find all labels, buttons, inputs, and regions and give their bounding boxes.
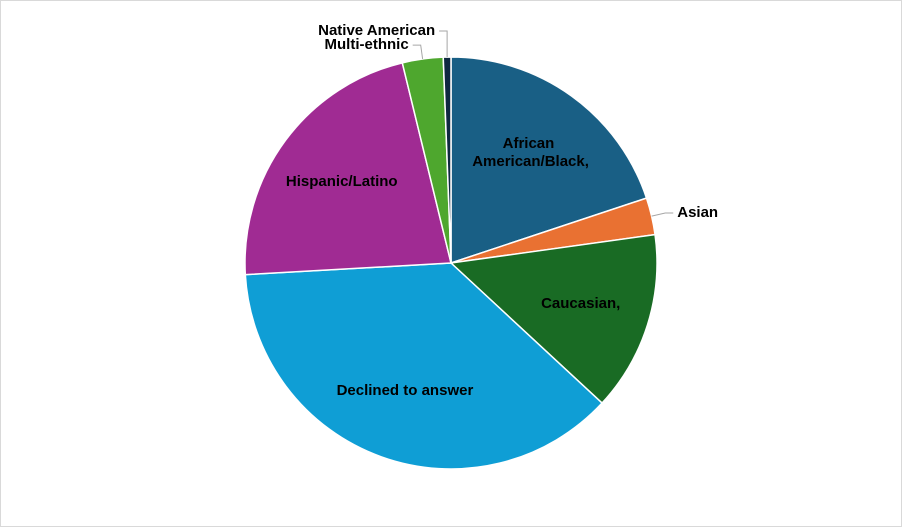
pie-slice <box>449 233 658 405</box>
pie-slice <box>244 61 452 276</box>
leader-line <box>412 44 424 60</box>
pie-slice <box>244 262 604 470</box>
slice-label: Asian <box>677 204 718 221</box>
slice-label: Native American <box>318 22 435 39</box>
pie-slice <box>450 56 648 265</box>
slice-label: Multi-ethnic <box>325 36 409 53</box>
leader-line <box>651 212 674 217</box>
slice-label: Hispanic/Latino <box>286 173 398 190</box>
leader-line <box>439 30 448 58</box>
slice-label: Caucasian, <box>541 295 620 312</box>
slice-label: African American/Black, <box>472 135 589 170</box>
slice-label: Declined to answer <box>337 382 474 399</box>
pie-slice <box>442 56 452 264</box>
